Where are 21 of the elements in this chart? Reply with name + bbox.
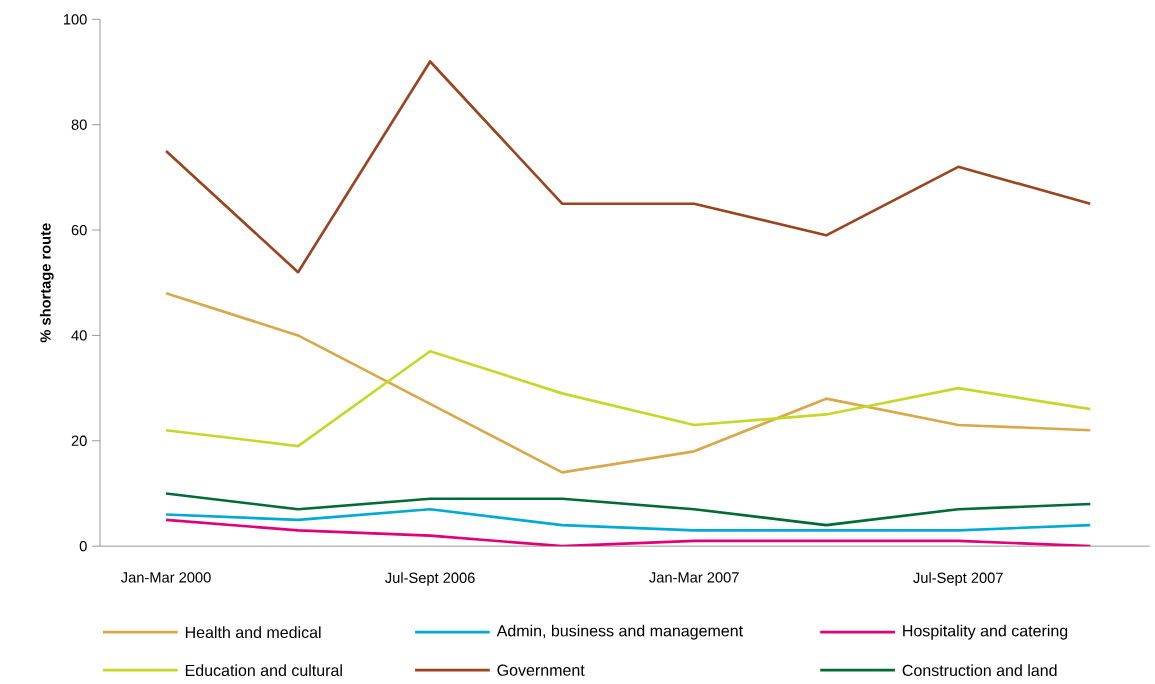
- legend-label: Admin, business and management: [496, 624, 743, 640]
- x-tick-label: Jan-Mar 2000: [121, 572, 211, 583]
- legend-label: Hospitality and catering: [903, 624, 1068, 640]
- legend-label: Construction and land: [902, 664, 1057, 676]
- line-series: [164, 60, 1092, 274]
- line-series: [164, 291, 1092, 474]
- legend-label: Health and medical: [185, 626, 321, 638]
- x-tick-label: Jul-Sept 2007: [913, 572, 1003, 586]
- legend-label: Education and cultural: [185, 664, 342, 676]
- y-tick-label: 0: [79, 540, 87, 552]
- y-tick-label: 40: [71, 330, 87, 341]
- y-tick-label: 80: [71, 119, 87, 130]
- y-tick-label: 20: [71, 435, 87, 446]
- line-series: [164, 349, 1092, 448]
- x-tick-label: Jul-Sept 2006: [385, 572, 475, 586]
- y-tick-label: 100: [63, 14, 87, 25]
- legend-label: Government: [497, 664, 585, 676]
- x-tick-label: Jan-Mar 2007: [649, 572, 739, 583]
- y-axis-title: % shortage route: [39, 223, 54, 343]
- y-tick-label: 60: [71, 224, 87, 236]
- line-series: [164, 492, 1092, 527]
